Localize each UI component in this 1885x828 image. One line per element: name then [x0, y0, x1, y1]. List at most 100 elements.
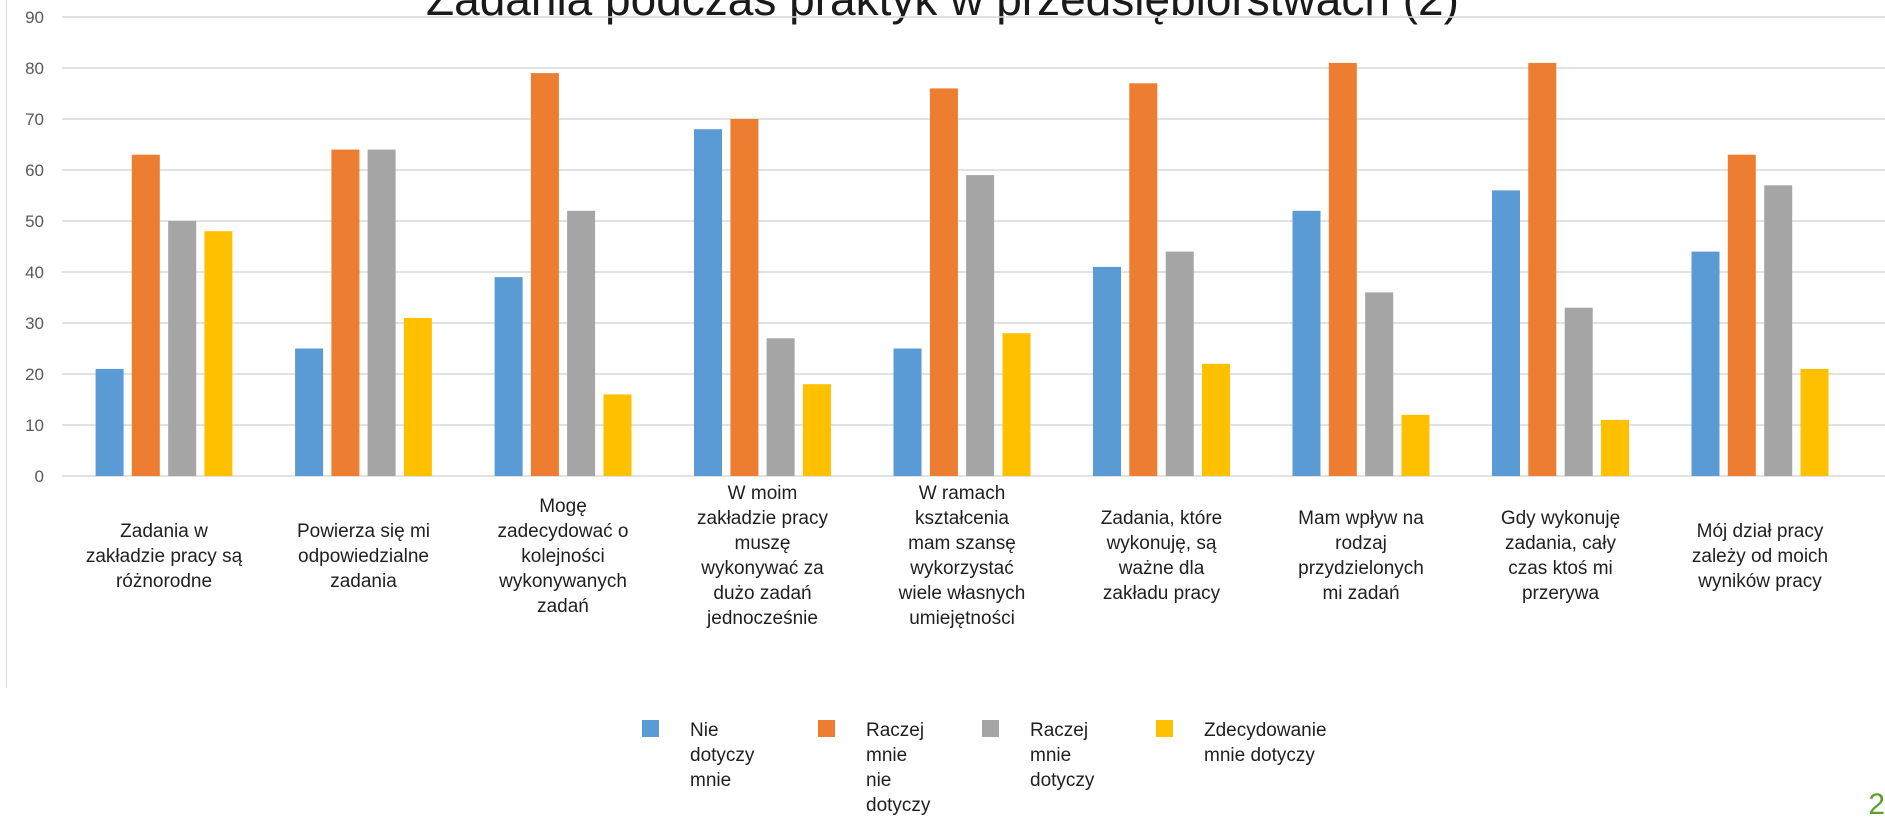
legend-swatch — [982, 720, 999, 737]
bar-4-series-1 — [694, 129, 722, 476]
bar-3-series-2 — [530, 73, 559, 476]
category-label: Gdy wykonuję zadania, cały czas ktoś mi prz… — [1477, 506, 1645, 606]
bar-7-series-3 — [1365, 292, 1394, 476]
bar-4-series-2 — [730, 119, 759, 476]
bar-6-series-3 — [1165, 251, 1194, 476]
category-label-line: rodzaj — [1335, 533, 1387, 554]
bar-5-series-4 — [1002, 333, 1031, 476]
bar-9-series-2 — [1727, 154, 1756, 476]
category-label: W ramach kształcenia mam szansę wykorzystać… — [878, 481, 1046, 631]
category-label-line: czas ktoś mi — [1508, 558, 1613, 579]
category-label-line: zadań — [537, 595, 589, 617]
bar-9-series-1 — [1691, 251, 1720, 476]
bar-8-series-1 — [1492, 190, 1520, 476]
category-label-line: mam szansę — [908, 533, 1016, 554]
legend-label-line: mnie — [866, 745, 908, 766]
category-label-line: Gdy wykonuję — [1500, 508, 1621, 529]
y-tick-label: 10 — [25, 416, 44, 435]
y-axis-ticks: 0 10 20 30 40 50 60 70 80 90 — [25, 8, 44, 486]
bar-5-series-2 — [929, 88, 958, 477]
category-label-line: zadania, cały — [1505, 533, 1616, 554]
bar-2-series-1 — [295, 348, 324, 476]
bar-8-series-4 — [1601, 419, 1629, 476]
legend-label-line: Nie — [690, 720, 719, 741]
category-label-line: wykonywanych — [499, 570, 627, 592]
bar-2-series-3 — [367, 149, 396, 476]
category-label-line: umiejętności — [909, 608, 1015, 629]
category-label-line: mi zadań — [1322, 583, 1400, 604]
category-label-line: W moim — [727, 483, 798, 504]
chart-frame-left — [6, 0, 7, 688]
category-label-line: jednocześnie — [707, 608, 818, 629]
legend-label-line: dotyczy — [866, 795, 931, 816]
category-label-line: Zadania, które — [1100, 508, 1223, 529]
bar-6-series-4 — [1202, 363, 1230, 476]
category-label-line: Mam wpływ na — [1298, 508, 1424, 529]
bar-5-series-1 — [893, 348, 922, 476]
legend-label: Nie dotyczy mnie — [690, 718, 754, 793]
category-label-line: wyników pracy — [1698, 570, 1822, 592]
category-label: Powierza się mi odpowiedzialne zadania — [280, 519, 448, 594]
category-label-line: Powierza się mi — [296, 520, 431, 542]
category-label-line: zadecydować o — [497, 520, 629, 542]
category-label-line: ważne dla — [1118, 558, 1205, 579]
bar-4-series-3 — [766, 338, 795, 476]
y-tick-label: 30 — [25, 314, 44, 333]
y-tick-label: 80 — [25, 59, 44, 78]
y-tick-label: 60 — [25, 161, 44, 180]
category-label: Mogę zadecydować o kolejności wykonywanych z… — [479, 494, 647, 619]
y-tick-label: 40 — [25, 263, 44, 282]
legend-label: Raczej mnie nie dotyczy — [866, 718, 930, 818]
bar-6-series-1 — [1093, 266, 1121, 476]
legend-label-line: dotyczy — [1030, 770, 1095, 791]
category-label-line: W ramach — [918, 483, 1006, 504]
bar-1-series-1 — [95, 368, 124, 476]
category-label-line: zakładzie pracy są — [85, 545, 243, 567]
category-label-line: zakładu pracy — [1102, 583, 1221, 604]
bar-7-series-2 — [1328, 62, 1357, 477]
y-tick-label: 20 — [25, 365, 44, 384]
legend-label-line: Raczej — [866, 720, 925, 741]
bar-3-series-3 — [567, 210, 596, 477]
bar-3-series-4 — [603, 394, 632, 476]
page-number: 2 — [1868, 788, 1885, 821]
category-label: W moim zakładzie pracy muszę wykonywać za du… — [679, 481, 847, 631]
legend-swatch — [818, 720, 835, 737]
bar-7-series-4 — [1401, 414, 1430, 476]
legend-label: Raczej mnie dotyczy — [1030, 718, 1094, 793]
bar-5-series-3 — [966, 175, 995, 476]
bar-8-series-2 — [1528, 62, 1557, 477]
category-label-line: kolejności — [521, 545, 605, 567]
bar-6-series-2 — [1129, 83, 1158, 477]
category-label-line: kształcenia — [915, 508, 1009, 529]
legend-label-line: dotyczy — [690, 745, 755, 766]
y-tick-label: 0 — [35, 467, 44, 486]
chart-title: Zadania podczas praktyk w przedsiębiorst… — [0, 0, 1885, 26]
bar-9-series-3 — [1764, 185, 1793, 477]
category-label-line: różnorodne — [115, 570, 213, 592]
category-label-line: Mogę — [539, 495, 587, 517]
bars — [95, 62, 1829, 477]
category-label: Mój dział pracy zależy od moich wyników pr… — [1676, 519, 1844, 594]
legend-label-line: nie — [866, 770, 892, 791]
bar-2-series-4 — [403, 317, 432, 476]
legend-label-line: mnie dotyczy — [1204, 745, 1315, 766]
category-label-line: Mój dział pracy — [1696, 520, 1824, 542]
category-label-line: zadania — [330, 570, 397, 592]
legend-label-line: mnie — [690, 770, 732, 791]
category-label-line: wykonywać za — [701, 558, 824, 579]
category-label-line: Zadania w — [120, 520, 208, 542]
legend-label-line: Raczej — [1030, 720, 1089, 741]
category-label-line: zależy od moich — [1691, 545, 1829, 567]
category-label-line: odpowiedzialne — [298, 545, 429, 567]
category-label-line: dużo zadań — [713, 583, 812, 604]
category-label-line: wiele własnych — [898, 583, 1026, 604]
bar-7-series-1 — [1292, 210, 1321, 477]
category-label: Zadania w zakładzie pracy są różnorodne — [80, 519, 248, 594]
category-label: Zadania, które wykonuję, są ważne dla zakła… — [1078, 506, 1246, 606]
legend-swatch — [1156, 720, 1173, 737]
bar-9-series-4 — [1800, 368, 1829, 476]
category-label: Mam wpływ na rodzaj przydzielonych mi zadań — [1277, 506, 1445, 606]
bar-2-series-2 — [331, 149, 360, 476]
